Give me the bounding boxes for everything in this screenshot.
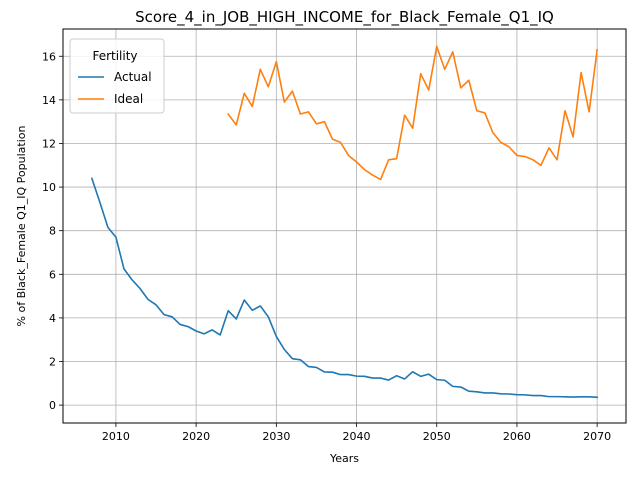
x-tick-label: 2060 (503, 430, 531, 443)
chart-title: Score_4_in_JOB_HIGH_INCOME_for_Black_Fem… (135, 8, 554, 27)
y-tick-label: 4 (49, 312, 56, 325)
x-tick-label: 2030 (262, 430, 290, 443)
y-tick-label: 14 (42, 94, 56, 107)
axis-ticks: 2010 2020 2030 2040 2050 2060 2070 0 2 4 6 8 10 12 14 1… (42, 50, 611, 443)
x-tick-label: 2040 (343, 430, 371, 443)
legend: Fertility Actual Ideal (69, 38, 165, 114)
y-tick-label: 2 (49, 356, 56, 369)
legend-label-ideal: Ideal (114, 92, 143, 106)
y-axis-label: % of Black_Female Q1_IQ Population (15, 126, 28, 327)
y-tick-label: 12 (42, 137, 56, 150)
y-tick-label: 16 (42, 50, 56, 63)
y-tick-label: 10 (42, 181, 56, 194)
y-tick-label: 6 (49, 268, 56, 281)
y-tick-label: 8 (49, 225, 56, 238)
gridlines (63, 29, 626, 423)
x-tick-label: 2070 (583, 430, 611, 443)
legend-box (69, 38, 165, 114)
y-tick-label: 0 (49, 399, 56, 412)
plot-area-frame (62, 28, 627, 424)
series-lines (90, 45, 599, 399)
series-line-ideal (227, 45, 599, 181)
series-line-actual (90, 177, 598, 399)
x-tick-label: 2020 (182, 430, 210, 443)
x-axis-label: Years (329, 452, 359, 465)
x-tick-label: 2050 (423, 430, 451, 443)
legend-label-actual: Actual (114, 70, 152, 84)
legend-title: Fertility (92, 49, 137, 63)
x-tick-label: 2010 (102, 430, 130, 443)
